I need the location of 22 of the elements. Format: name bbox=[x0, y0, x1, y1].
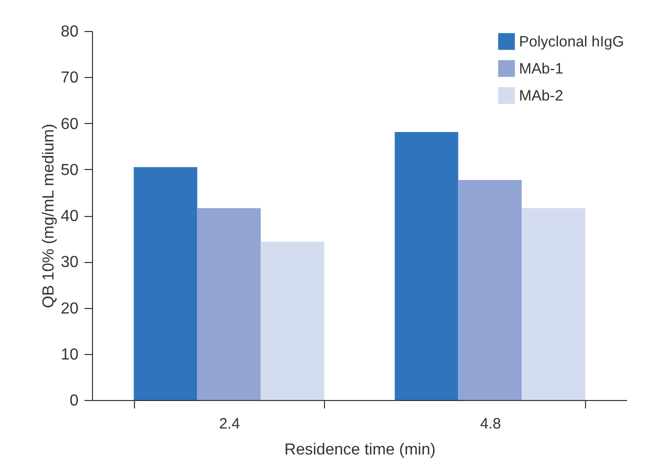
y-tick-label: 0 bbox=[70, 392, 79, 410]
y-tick-label: 10 bbox=[60, 346, 79, 364]
bar bbox=[394, 132, 458, 400]
y-tick-label: 50 bbox=[60, 162, 79, 179]
y-tick-label: 80 bbox=[60, 24, 79, 40]
bar bbox=[522, 208, 586, 400]
legend-label: MAb-2 bbox=[519, 88, 564, 104]
y-tick-label: 30 bbox=[60, 254, 79, 272]
bar bbox=[134, 167, 198, 400]
y-axis-title: QB 10% (mg/mL medium) bbox=[40, 124, 58, 308]
bar bbox=[197, 208, 261, 400]
bar bbox=[260, 242, 324, 400]
y-tick-label: 70 bbox=[60, 70, 79, 87]
legend-label: MAb-1 bbox=[519, 60, 564, 78]
bar bbox=[458, 180, 522, 400]
y-tick-label: 60 bbox=[60, 116, 79, 133]
x-tick-label: 4.8 bbox=[480, 416, 501, 432]
x-tick-label: 2.4 bbox=[219, 416, 240, 432]
y-tick-label: 40 bbox=[60, 208, 79, 225]
y-tick-label: 20 bbox=[60, 300, 79, 318]
legend-label: Polyclonal hIgG bbox=[519, 34, 624, 50]
x-axis-title: Residence time (min) bbox=[284, 442, 436, 458]
